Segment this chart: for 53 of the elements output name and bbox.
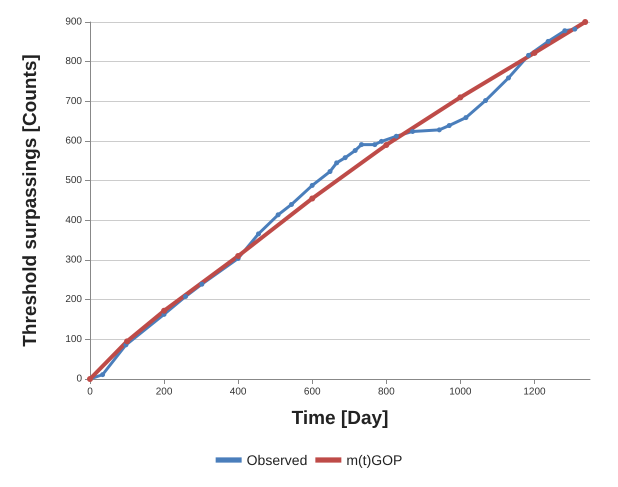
point — [334, 160, 340, 166]
y-tick-label: 400 — [65, 214, 82, 226]
x-tick-label: 200 — [156, 386, 173, 398]
x-tick-label: 400 — [230, 386, 247, 398]
point — [124, 338, 130, 344]
y-tick-label: 500 — [65, 175, 82, 186]
legend-label: Observed — [246, 452, 308, 468]
point — [328, 169, 332, 174]
point — [378, 138, 384, 144]
y-tick-label: 100 — [65, 334, 82, 345]
x-tick-label: 600 — [304, 386, 321, 398]
point — [410, 128, 416, 134]
y-tick-label: 800 — [65, 56, 82, 68]
x-axis-title: Time [Day] — [292, 408, 388, 429]
point — [276, 212, 281, 218]
point — [372, 142, 378, 148]
point — [394, 134, 399, 139]
y-tick-label: 600 — [65, 136, 82, 146]
y-tick-label: 300 — [65, 254, 82, 266]
y-axis-title: Threshold surpassings [Counts] — [20, 54, 41, 347]
point — [358, 142, 364, 148]
point — [506, 75, 512, 80]
y-tick-label: 0 — [76, 374, 82, 384]
point — [235, 253, 242, 260]
x-tick-label: 0 — [87, 386, 94, 398]
y-tick-label: 200 — [65, 294, 82, 306]
point — [342, 155, 348, 160]
y-tick-label: 700 — [65, 96, 82, 107]
point — [446, 123, 452, 128]
point — [483, 98, 488, 104]
x-tick-label: 1200 — [523, 386, 546, 398]
point — [436, 127, 442, 132]
x-tick-label: 800 — [378, 386, 396, 398]
point — [572, 26, 578, 32]
point — [183, 294, 188, 299]
point — [562, 28, 568, 34]
point — [457, 94, 464, 100]
point — [309, 196, 316, 202]
point — [310, 182, 315, 188]
point — [531, 50, 538, 56]
x-tick-label: 1000 — [449, 386, 472, 398]
y-tick-label: 900 — [65, 16, 82, 28]
point — [526, 52, 532, 58]
point — [463, 115, 468, 120]
point — [288, 202, 294, 207]
point — [161, 308, 168, 314]
point — [352, 148, 358, 154]
point — [100, 372, 106, 378]
point — [546, 38, 551, 44]
legend-label: m(t)GOP — [346, 452, 402, 468]
point — [199, 282, 204, 287]
point — [383, 142, 390, 148]
point — [256, 231, 262, 236]
